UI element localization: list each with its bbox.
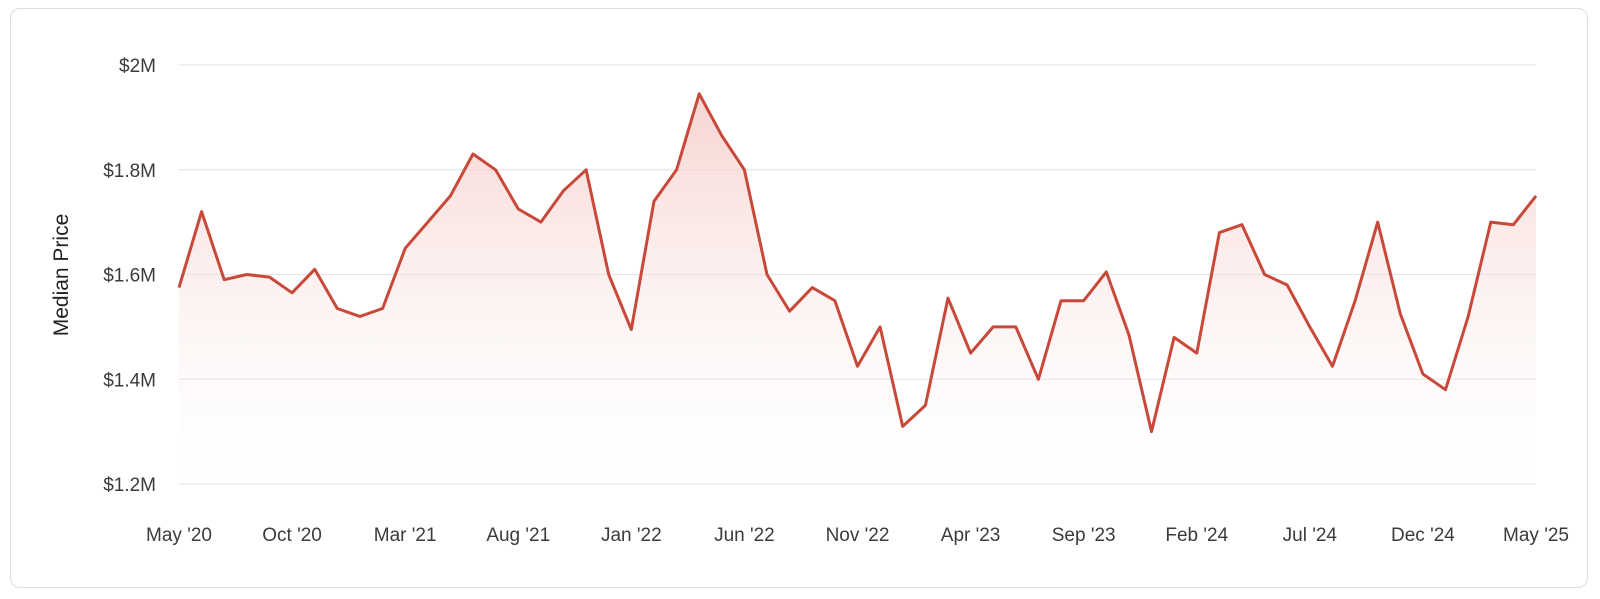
data-point bbox=[1421, 372, 1425, 376]
data-point bbox=[358, 314, 362, 318]
x-axis-ticks: May '20 Oct '20 Mar '21 Aug '21 Jan '22 Jun '… bbox=[146, 525, 1569, 546]
data-point bbox=[675, 168, 679, 172]
data-point bbox=[222, 278, 226, 282]
x-tick-label: Jul '24 bbox=[1283, 525, 1338, 546]
x-tick-label: Apr '23 bbox=[941, 525, 1001, 546]
x-tick-label: May '20 bbox=[146, 525, 212, 546]
data-point bbox=[1444, 388, 1448, 392]
data-point bbox=[1195, 351, 1199, 355]
data-point bbox=[901, 424, 905, 428]
data-point bbox=[1127, 333, 1131, 337]
data-point bbox=[177, 286, 181, 290]
data-point bbox=[1511, 223, 1515, 227]
data-point bbox=[1308, 325, 1312, 329]
data-point bbox=[1534, 194, 1538, 198]
y-axis-label: Median Price bbox=[50, 214, 73, 337]
data-point bbox=[856, 364, 860, 368]
data-point bbox=[742, 168, 746, 172]
data-point bbox=[878, 325, 882, 329]
data-point bbox=[697, 92, 701, 96]
data-point bbox=[991, 325, 995, 329]
data-point bbox=[403, 246, 407, 250]
price-line bbox=[177, 92, 1538, 434]
data-point bbox=[629, 327, 633, 331]
data-point bbox=[1240, 223, 1244, 227]
data-point bbox=[1285, 283, 1289, 287]
data-point bbox=[1104, 270, 1108, 274]
data-point bbox=[720, 134, 724, 138]
data-point bbox=[200, 210, 204, 214]
data-point bbox=[969, 351, 973, 355]
data-point bbox=[267, 275, 271, 279]
data-point bbox=[923, 403, 927, 407]
data-point bbox=[448, 194, 452, 198]
y-tick-label: $1.2M bbox=[103, 475, 156, 496]
data-point bbox=[1082, 299, 1086, 303]
data-point bbox=[788, 309, 792, 313]
data-point bbox=[1330, 364, 1334, 368]
data-point bbox=[652, 199, 656, 203]
data-point bbox=[1376, 220, 1380, 224]
data-point bbox=[381, 307, 385, 311]
data-point bbox=[1466, 314, 1470, 318]
price-area bbox=[179, 93, 1536, 485]
data-point bbox=[335, 307, 339, 311]
y-tick-label: $2M bbox=[119, 56, 156, 77]
y-tick-label: $1.6M bbox=[103, 266, 156, 287]
data-point bbox=[1059, 299, 1063, 303]
x-tick-label: Sep '23 bbox=[1052, 525, 1116, 546]
y-tick-label: $1.4M bbox=[103, 370, 156, 391]
data-point bbox=[1172, 335, 1176, 339]
x-tick-label: May '25 bbox=[1503, 525, 1569, 546]
data-point bbox=[1263, 273, 1267, 277]
data-point bbox=[313, 267, 317, 271]
y-tick-label: $1.8M bbox=[103, 161, 156, 182]
data-point bbox=[494, 168, 498, 172]
x-tick-label: Mar '21 bbox=[374, 525, 437, 546]
data-point bbox=[471, 152, 475, 156]
x-tick-label: Dec '24 bbox=[1391, 525, 1455, 546]
data-point bbox=[765, 273, 769, 277]
data-point bbox=[1398, 312, 1402, 316]
x-tick-label: Jun '22 bbox=[714, 525, 775, 546]
data-point bbox=[946, 296, 950, 300]
x-tick-label: Nov '22 bbox=[826, 525, 890, 546]
x-tick-label: Oct '20 bbox=[262, 525, 322, 546]
data-point bbox=[561, 189, 565, 193]
data-point bbox=[1217, 231, 1221, 235]
data-point bbox=[584, 168, 588, 172]
data-point bbox=[426, 220, 430, 224]
x-tick-label: Jan '22 bbox=[601, 525, 662, 546]
data-point bbox=[245, 273, 249, 277]
data-point bbox=[1036, 377, 1040, 381]
data-point bbox=[1353, 299, 1357, 303]
data-point bbox=[833, 299, 837, 303]
data-point bbox=[1489, 220, 1493, 224]
y-axis-ticks: $2M $1.8M $1.6M $1.4M $1.2M bbox=[103, 56, 156, 496]
data-point bbox=[290, 291, 294, 295]
data-point bbox=[1014, 325, 1018, 329]
data-point bbox=[810, 286, 814, 290]
data-point bbox=[607, 273, 611, 277]
x-tick-label: Aug '21 bbox=[486, 525, 550, 546]
data-point bbox=[539, 220, 543, 224]
data-point bbox=[516, 207, 520, 211]
x-tick-label: Feb '24 bbox=[1165, 525, 1228, 546]
data-point bbox=[1150, 430, 1154, 434]
